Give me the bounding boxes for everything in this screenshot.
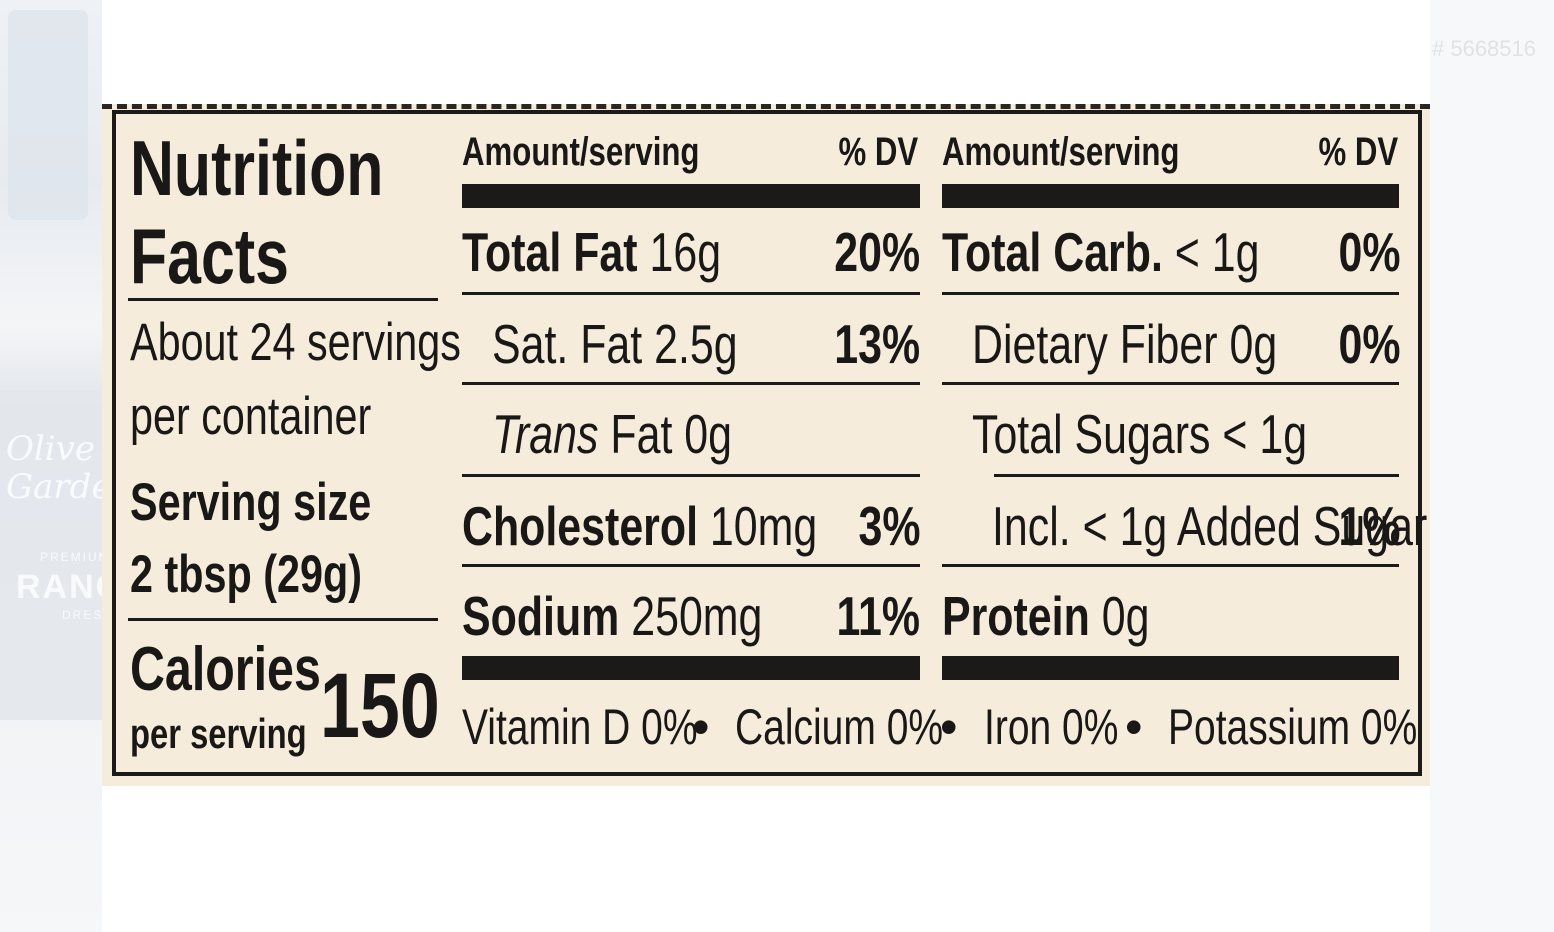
col-right-header-dv: % DV — [1318, 130, 1398, 174]
total-carb-row: Total Carb. < 1g — [942, 221, 1260, 283]
cholesterol-dv: 3% — [857, 495, 920, 557]
sodium-row: Sodium 250mg — [462, 585, 763, 647]
serving-size-label: Serving size — [130, 473, 372, 532]
vitamin-d: Vitamin D 0% — [462, 699, 698, 755]
divider — [942, 292, 1399, 295]
separator-dot: • — [692, 699, 710, 755]
calories-label: Calories — [130, 635, 321, 704]
protein-row: Protein 0g — [942, 585, 1150, 647]
total-fat-row: Total Fat 16g — [462, 221, 722, 283]
added-sugar-row: Incl. < 1g Added Sugar — [992, 495, 1428, 557]
col-right-header-amount: Amount/serving — [942, 130, 1180, 174]
thick-divider — [462, 184, 920, 208]
calories-value: 150 — [320, 655, 440, 757]
total-sugars-row: Total Sugars < 1g — [972, 403, 1308, 465]
nutrition-label-border — [112, 110, 1422, 776]
thick-divider — [942, 184, 1399, 208]
total-carb-dv: 0% — [1337, 221, 1400, 283]
calories-per-serving-label: per serving — [130, 710, 307, 757]
iron: Iron 0% — [984, 699, 1119, 755]
col-left-header-amount: Amount/serving — [462, 130, 700, 174]
background-jar-shape — [8, 10, 88, 220]
trans-fat-row: Trans Fat 0g — [492, 403, 733, 465]
sodium-dv: 11% — [836, 585, 920, 647]
cholesterol-row: Cholesterol 10mg — [462, 495, 818, 557]
thick-divider — [462, 656, 920, 680]
total-fat-dv: 20% — [834, 221, 920, 283]
background-brand-sub1: PREMIUM — [40, 550, 111, 564]
divider — [994, 474, 1399, 477]
divider — [128, 298, 438, 301]
sat-fat-row: Sat. Fat 2.5g — [492, 313, 738, 375]
potassium: Potassium 0% — [1168, 699, 1418, 755]
servings-per-container-line2: per container — [130, 387, 372, 446]
background-right — [1430, 0, 1554, 932]
dietary-fiber-dv: 0% — [1337, 313, 1400, 375]
thick-divider — [942, 656, 1399, 680]
added-sugar-dv: 1% — [1337, 495, 1400, 557]
calcium: Calcium 0% — [735, 699, 944, 755]
label-title-line2: Facts — [130, 212, 289, 300]
divider — [462, 292, 920, 295]
servings-per-container: About 24 servings — [130, 313, 461, 372]
divider — [942, 564, 1399, 567]
divider — [462, 564, 920, 567]
divider — [462, 382, 920, 385]
serving-size-value: 2 tbsp (29g) — [130, 545, 363, 604]
dietary-fiber-row: Dietary Fiber 0g — [972, 313, 1278, 375]
divider — [128, 618, 438, 621]
divider — [942, 382, 1399, 385]
watermark: # 5668516 — [1432, 36, 1536, 61]
divider — [462, 474, 920, 477]
sat-fat-dv: 13% — [834, 313, 920, 375]
col-left-header-dv: % DV — [838, 130, 918, 174]
background-bottle-shape — [0, 390, 102, 720]
background-product-photo: Olive Garden PREMIUM RANCH DRESSING — [0, 0, 147, 932]
separator-dot: • — [1125, 699, 1143, 755]
label-title: Nutrition — [130, 124, 384, 212]
separator-dot: • — [940, 699, 958, 755]
